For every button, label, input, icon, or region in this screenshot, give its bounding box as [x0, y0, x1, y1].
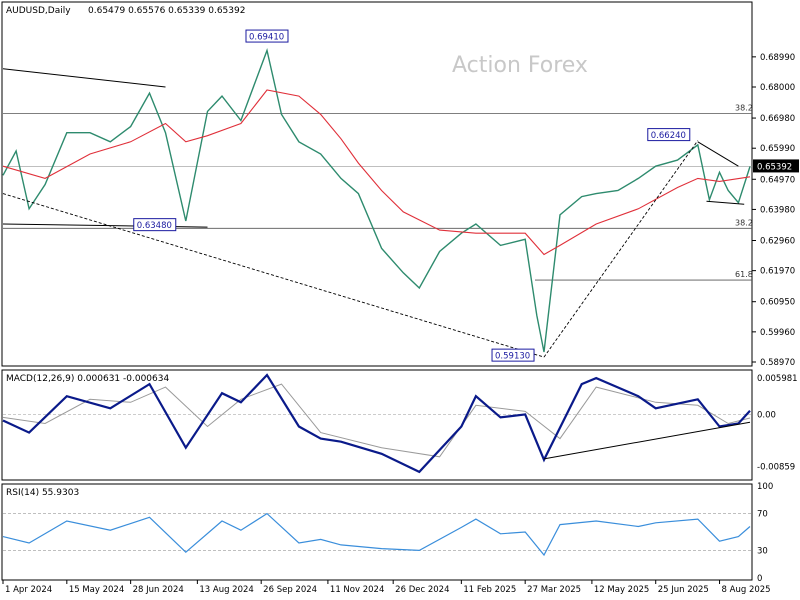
price-annotation-box: [647, 128, 691, 142]
price-annotation-box: [245, 29, 289, 43]
macd-y-tick-label: 0.00: [757, 410, 776, 420]
price-y-tick-label: 0.68000: [760, 83, 795, 93]
ohlc-values: 0.65479 0.65576 0.65339 0.65392: [88, 6, 245, 16]
macd-trendline: [543, 421, 751, 460]
rsi-y-tick-label: 30: [757, 546, 768, 556]
trendline: [706, 200, 745, 205]
price-annotation-label: 0.63480: [137, 221, 172, 231]
watermark-text: Action Forex: [452, 53, 588, 78]
annotations: 0.69410 0.63480 0.59130 0.66240: [2, 29, 751, 460]
macd-panel-frame: [1, 369, 753, 481]
rally-trendline-dashed: [543, 140, 699, 358]
macd-y-tick-label: 0.005981: [757, 374, 798, 384]
axes: 0.68990 0.68000 0.66980 0.65990 0.64970 0.639…: [2, 53, 799, 595]
price-line: [2, 48, 751, 353]
price-series: [2, 48, 751, 353]
x-tick-label: 25 Jun 2025: [658, 585, 709, 595]
fib-level-label: 38.2: [735, 103, 753, 112]
price-y-tick-label: 0.63980: [760, 205, 795, 215]
gridlines: 38.2 38.2 61.8: [3, 103, 753, 551]
macd-signal-line: [2, 383, 751, 458]
price-y-tick-label: 0.66980: [760, 114, 795, 124]
price-y-tick-label: 0.59960: [760, 328, 795, 338]
symbol-title: AUDUSD,Daily: [6, 6, 71, 16]
x-tick-label: 11 Feb 2025: [463, 585, 516, 595]
current-price-label: 0.65392: [757, 162, 792, 172]
current-price-box: [753, 159, 799, 173]
macd-line: [2, 373, 751, 474]
rsi-line: [2, 512, 751, 557]
x-tick-label: 11 Nov 2024: [330, 585, 384, 595]
x-tick-label: 26 Sep 2024: [263, 585, 317, 595]
rsi-y-tick-label: 100: [757, 482, 773, 492]
fib-level-label: 61.8: [735, 270, 753, 279]
price-y-tick-label: 0.61970: [760, 267, 795, 277]
x-tick-label: 27 Mar 2025: [527, 585, 581, 595]
price-y-tick-label: 0.58970: [760, 358, 795, 368]
price-y-tick-label: 0.65990: [760, 144, 795, 154]
price-annotation-label: 0.66240: [651, 131, 686, 141]
price-annotation-box: [133, 218, 177, 232]
x-tick-label: 1 Apr 2024: [5, 585, 52, 595]
macd-title: MACD(12,26,9) 0.000631 -0.000634: [6, 374, 169, 384]
macd-y-tick-label: -0.00859: [757, 462, 795, 472]
price-y-tick-label: 0.68990: [760, 53, 795, 63]
price-panel-frame: [1, 1, 753, 367]
price-annotation-label: 0.59130: [495, 352, 530, 362]
fib-level-label: 38.2: [735, 218, 753, 227]
rsi-y-tick-label: 0: [757, 574, 762, 584]
rsi-title: RSI(14) 55.9303: [6, 488, 79, 498]
ema-line: [2, 89, 751, 256]
price-y-tick-label: 0.60950: [760, 298, 795, 308]
x-tick-label: 13 Aug 2024: [199, 585, 253, 595]
rsi-series: [2, 512, 751, 557]
x-tick-label: 15 May 2024: [69, 585, 124, 595]
x-tick-label: 12 May 2025: [594, 585, 649, 595]
rsi-y-tick-label: 70: [757, 510, 768, 520]
support-trendline-dashed: [2, 193, 545, 358]
x-tick-label: 8 Aug 2025: [722, 585, 771, 595]
x-tick-label: 28 Jun 2024: [133, 585, 184, 595]
trendline: [697, 141, 739, 167]
macd-series: [2, 373, 751, 474]
price-annotation-box: [491, 348, 535, 362]
x-tick-label: 26 Dec 2024: [395, 585, 449, 595]
trendline: [2, 68, 166, 88]
rsi-panel-frame: [1, 483, 753, 581]
price-y-tick-label: 0.64970: [760, 175, 795, 185]
price-y-tick-label: 0.62960: [760, 236, 795, 246]
price-annotation-label: 0.69410: [249, 33, 284, 43]
